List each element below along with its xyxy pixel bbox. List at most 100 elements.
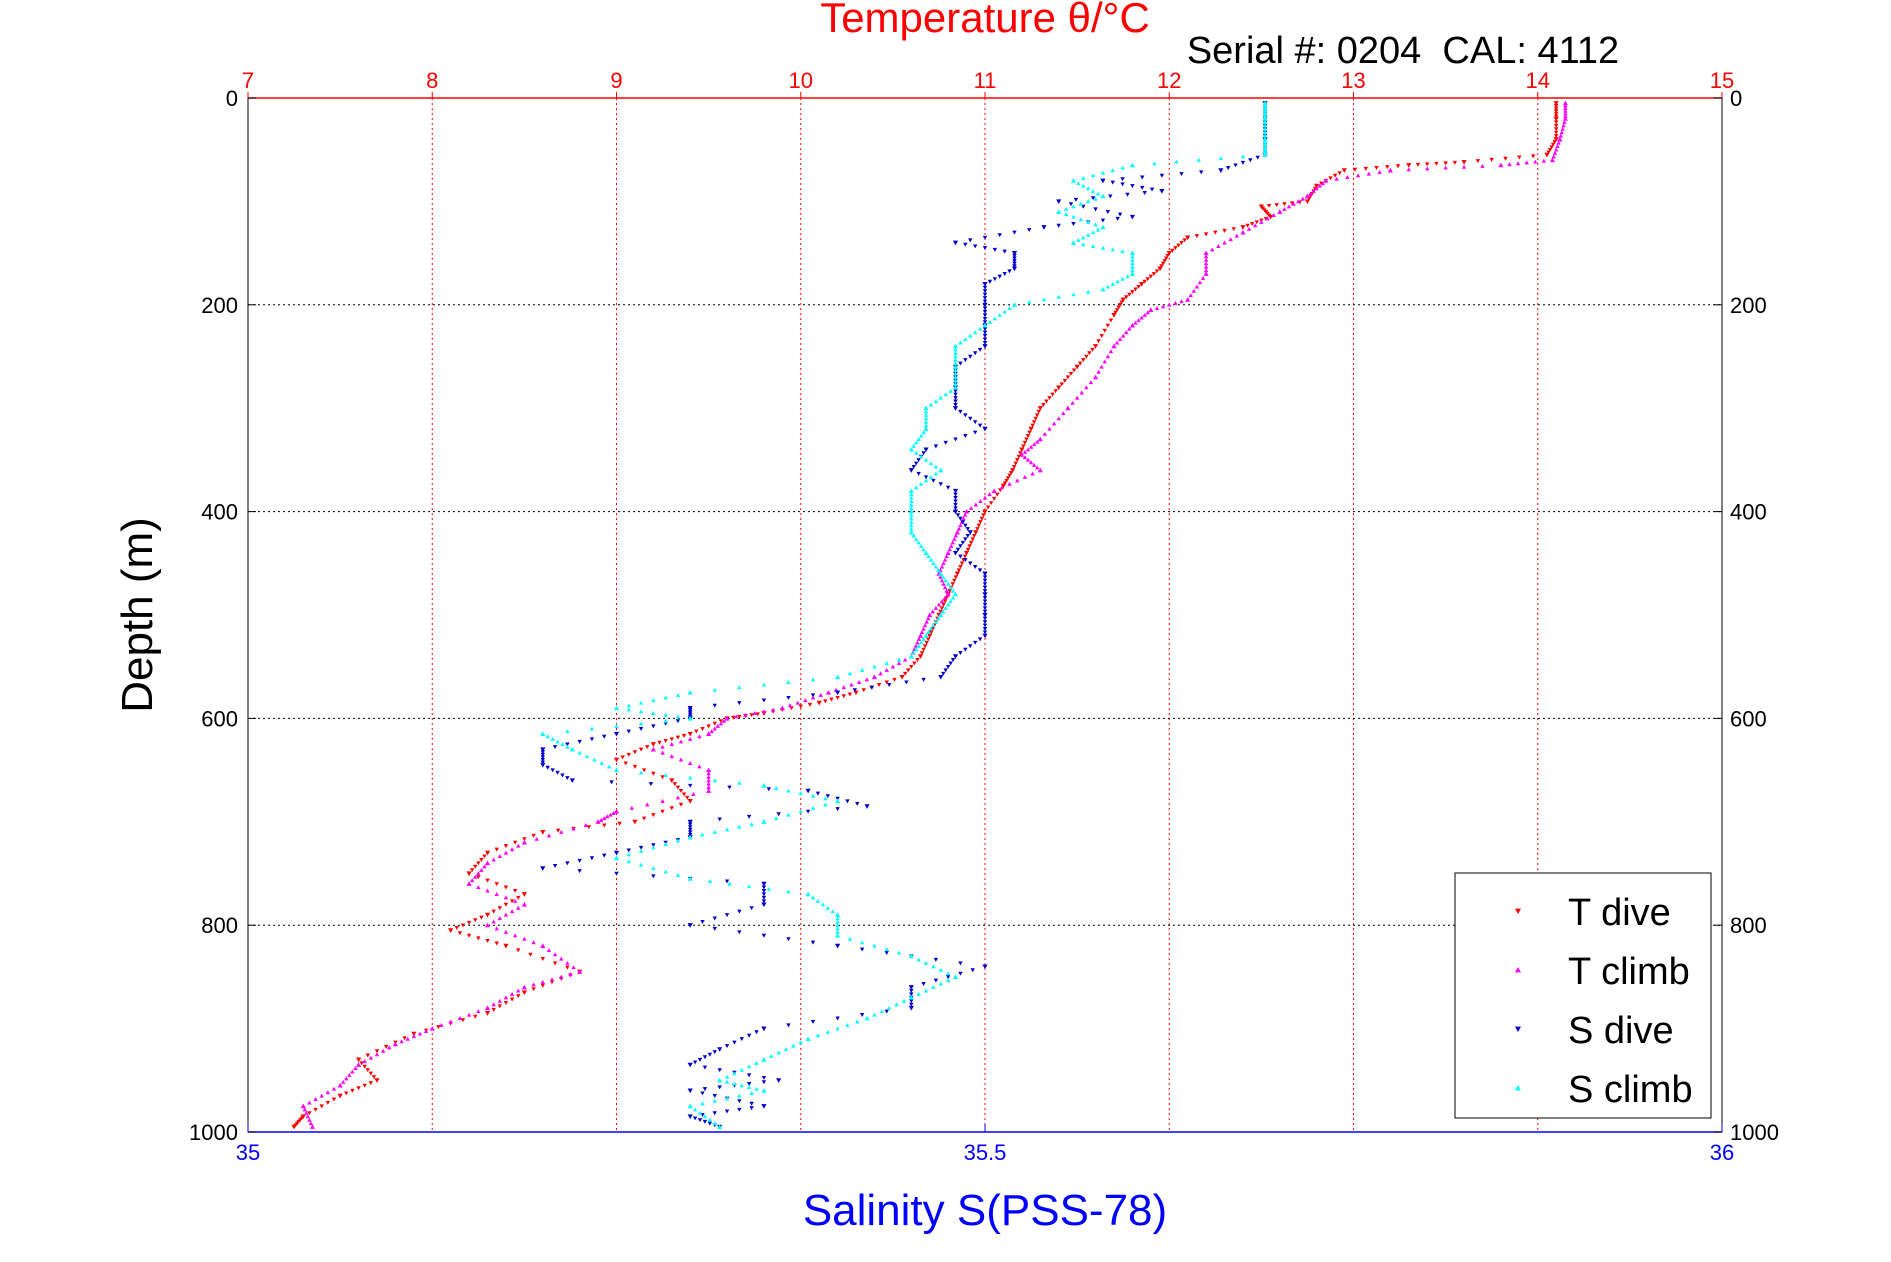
data-point	[638, 726, 644, 731]
data-point	[1218, 168, 1224, 173]
data-point	[374, 1052, 380, 1057]
data-point	[1011, 266, 1018, 272]
series-s-climb	[540, 100, 1268, 1129]
data-point	[1553, 120, 1559, 125]
data-point	[1096, 369, 1101, 374]
data-point	[1007, 306, 1012, 311]
legend-box	[1454, 872, 1712, 1119]
data-point	[942, 557, 948, 562]
data-point	[982, 292, 988, 297]
data-point	[761, 1080, 767, 1085]
data-point	[921, 636, 926, 641]
temp-tick-label: 15	[1710, 68, 1734, 93]
sal-tick-label: 35.5	[964, 1140, 1007, 1165]
data-point	[512, 933, 518, 938]
data-point	[663, 842, 668, 846]
data-point	[1553, 123, 1559, 128]
data-point	[943, 668, 948, 673]
data-point	[359, 1061, 364, 1066]
data-point	[476, 861, 481, 866]
data-point	[1081, 358, 1086, 363]
data-point	[795, 700, 800, 705]
data-point	[712, 687, 717, 692]
data-point	[886, 683, 892, 687]
data-point	[952, 384, 959, 390]
data-point	[569, 778, 575, 784]
depth-tick-label-right: 1000	[1730, 1120, 1779, 1145]
data-point	[945, 602, 951, 607]
data-point	[928, 557, 934, 562]
data-point	[746, 814, 752, 819]
data-point	[911, 533, 916, 538]
data-point	[746, 1081, 752, 1086]
data-point	[448, 1019, 453, 1024]
data-point	[721, 718, 727, 723]
data-point	[1133, 287, 1138, 292]
data-point	[930, 609, 935, 614]
data-point	[626, 859, 631, 864]
data-point	[982, 296, 988, 301]
data-point	[938, 482, 943, 487]
data-point	[1553, 101, 1559, 106]
data-point	[1019, 447, 1025, 453]
data-point	[816, 700, 822, 706]
data-point	[978, 520, 983, 525]
data-point	[835, 919, 840, 924]
data-point	[953, 347, 958, 352]
data-point	[1254, 220, 1259, 225]
data-point	[976, 523, 982, 528]
data-point	[319, 1093, 324, 1098]
data-point	[1159, 188, 1165, 194]
series-t-climb	[300, 100, 1568, 1129]
data-point	[922, 644, 928, 649]
data-point	[1163, 256, 1169, 261]
data-point	[1033, 416, 1038, 421]
data-point	[1037, 436, 1043, 442]
data-point	[503, 895, 509, 900]
data-point	[1011, 302, 1018, 307]
data-point	[734, 714, 739, 719]
data-point	[479, 867, 484, 872]
data-point	[786, 937, 791, 942]
data-point	[761, 1026, 767, 1032]
data-point	[1159, 264, 1164, 269]
data-point	[931, 478, 936, 483]
data-point	[1093, 207, 1098, 212]
data-point	[717, 1124, 723, 1129]
data-point	[769, 1053, 774, 1058]
data-point	[1262, 113, 1268, 118]
data-point	[1218, 156, 1224, 161]
data-point	[368, 1055, 374, 1060]
data-point	[1203, 268, 1209, 273]
data-point	[1320, 181, 1325, 186]
data-point	[706, 771, 711, 776]
data-point	[632, 764, 638, 769]
data-point	[466, 933, 472, 938]
data-point	[1063, 212, 1069, 217]
data-point	[737, 780, 742, 785]
data-point	[724, 827, 730, 832]
data-point	[1120, 177, 1125, 182]
data-point	[1090, 196, 1096, 201]
data-point	[825, 689, 831, 695]
data-point	[1105, 284, 1111, 289]
data-point	[353, 1066, 358, 1070]
data-point	[362, 1083, 367, 1088]
data-point	[651, 771, 656, 776]
data-point	[953, 357, 958, 362]
data-point	[944, 588, 949, 593]
data-point	[1110, 180, 1115, 185]
data-point	[1047, 396, 1052, 401]
data-point	[909, 516, 914, 521]
data-point	[972, 533, 977, 538]
data-point	[1556, 140, 1561, 145]
data-point	[1025, 434, 1031, 438]
data-point	[650, 746, 656, 752]
data-point	[982, 616, 988, 621]
data-point	[565, 744, 570, 749]
data-point	[923, 475, 929, 480]
data-point	[773, 785, 779, 790]
data-point	[1081, 242, 1086, 247]
data-point	[1022, 474, 1028, 479]
data-point	[1120, 165, 1125, 170]
